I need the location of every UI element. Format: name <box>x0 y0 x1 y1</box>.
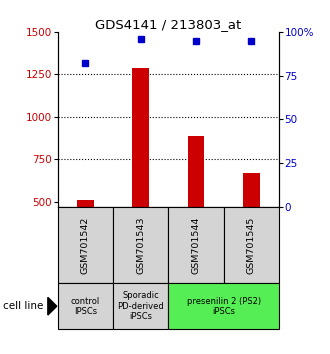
Text: GSM701545: GSM701545 <box>247 216 256 274</box>
Polygon shape <box>48 297 57 315</box>
Text: control
IPSCs: control IPSCs <box>71 297 100 316</box>
Bar <box>113 207 168 283</box>
Bar <box>58 283 113 329</box>
Bar <box>188 136 204 207</box>
Bar <box>243 173 259 207</box>
Bar <box>168 207 224 283</box>
Bar <box>132 68 149 207</box>
Title: GDS4141 / 213803_at: GDS4141 / 213803_at <box>95 18 242 31</box>
Text: GSM701543: GSM701543 <box>136 216 145 274</box>
Bar <box>77 200 94 207</box>
Bar <box>113 283 168 329</box>
Text: Sporadic
PD-derived
iPSCs: Sporadic PD-derived iPSCs <box>117 291 164 321</box>
Bar <box>58 207 113 283</box>
Text: presenilin 2 (PS2)
iPSCs: presenilin 2 (PS2) iPSCs <box>186 297 261 316</box>
Text: cell line: cell line <box>3 301 44 311</box>
Bar <box>223 207 279 283</box>
Bar <box>168 283 279 329</box>
Text: GSM701542: GSM701542 <box>81 216 90 274</box>
Text: GSM701544: GSM701544 <box>191 216 200 274</box>
